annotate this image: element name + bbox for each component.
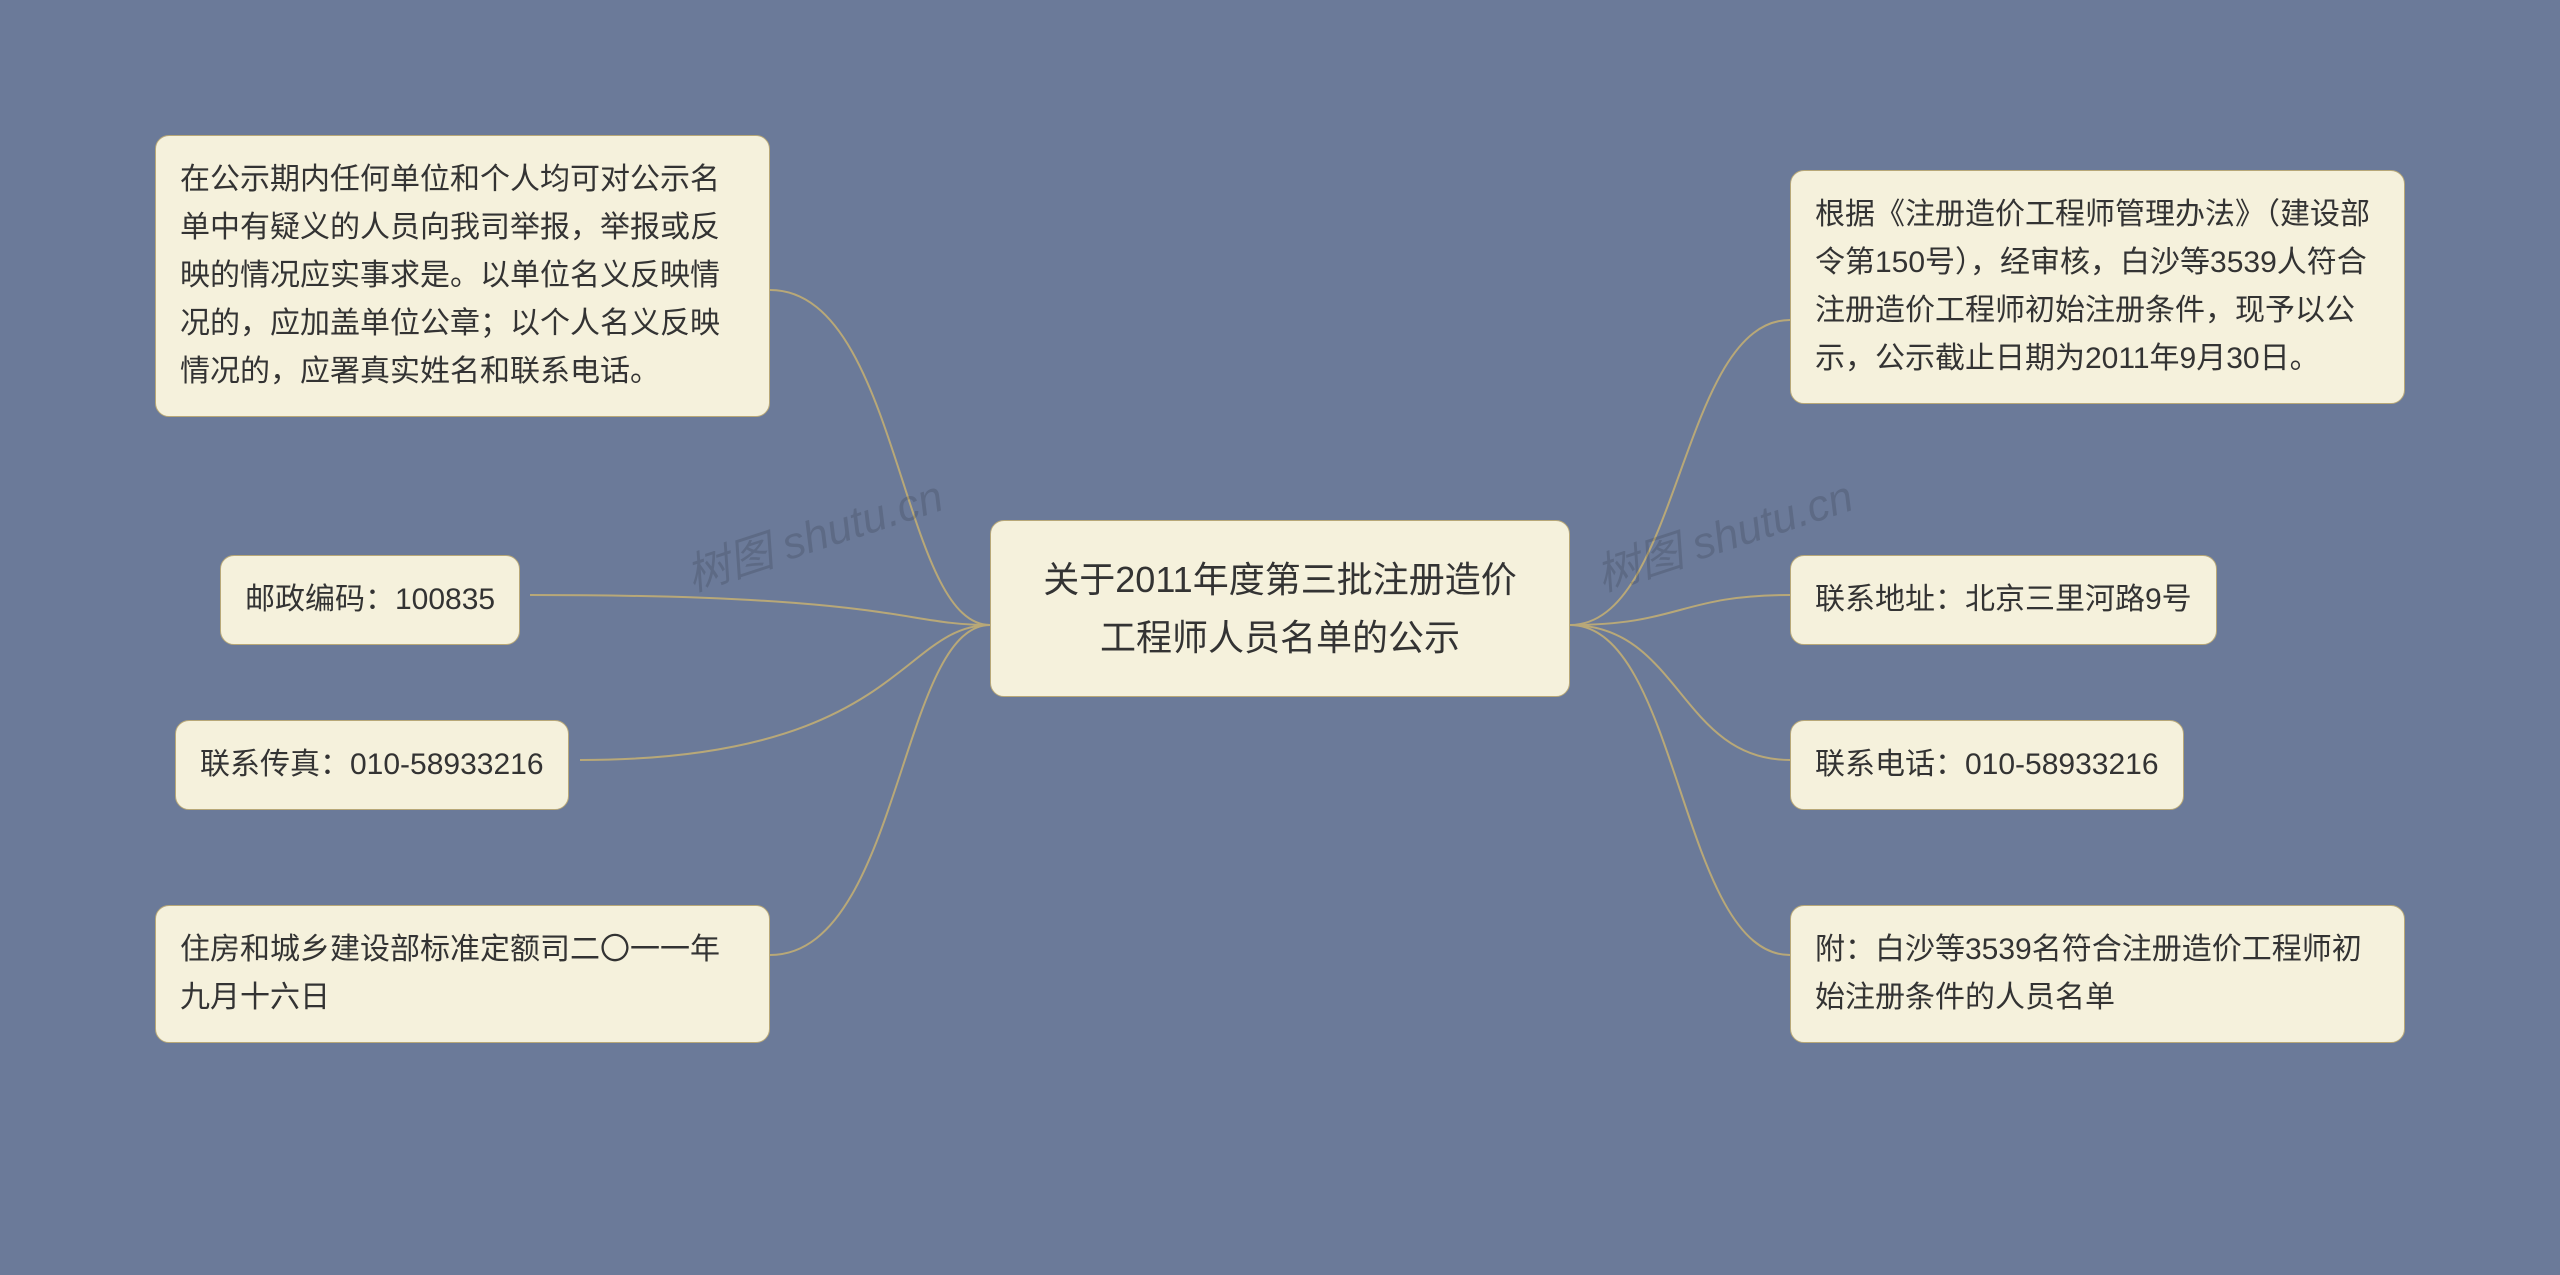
- right-branch-3: 联系电话：010-58933216: [1790, 720, 2184, 810]
- left-branch-4: 住房和城乡建设部标准定额司二〇一一年九月十六日: [155, 905, 770, 1043]
- left-branch-1: 在公示期内任何单位和个人均可对公示名单中有疑义的人员向我司举报，举报或反映的情况…: [155, 135, 770, 417]
- right-branch-4: 附：白沙等3539名符合注册造价工程师初始注册条件的人员名单: [1790, 905, 2405, 1043]
- right-branch-2: 联系地址：北京三里河路9号: [1790, 555, 2217, 645]
- left-branch-2: 邮政编码：100835: [220, 555, 520, 645]
- center-node: 关于2011年度第三批注册造价工程师人员名单的公示: [990, 520, 1570, 697]
- watermark-1: 树图 shutu.cn: [677, 460, 950, 603]
- right-branch-1: 根据《注册造价工程师管理办法》（建设部令第150号），经审核，白沙等3539人符…: [1790, 170, 2405, 404]
- left-branch-3: 联系传真：010-58933216: [175, 720, 569, 810]
